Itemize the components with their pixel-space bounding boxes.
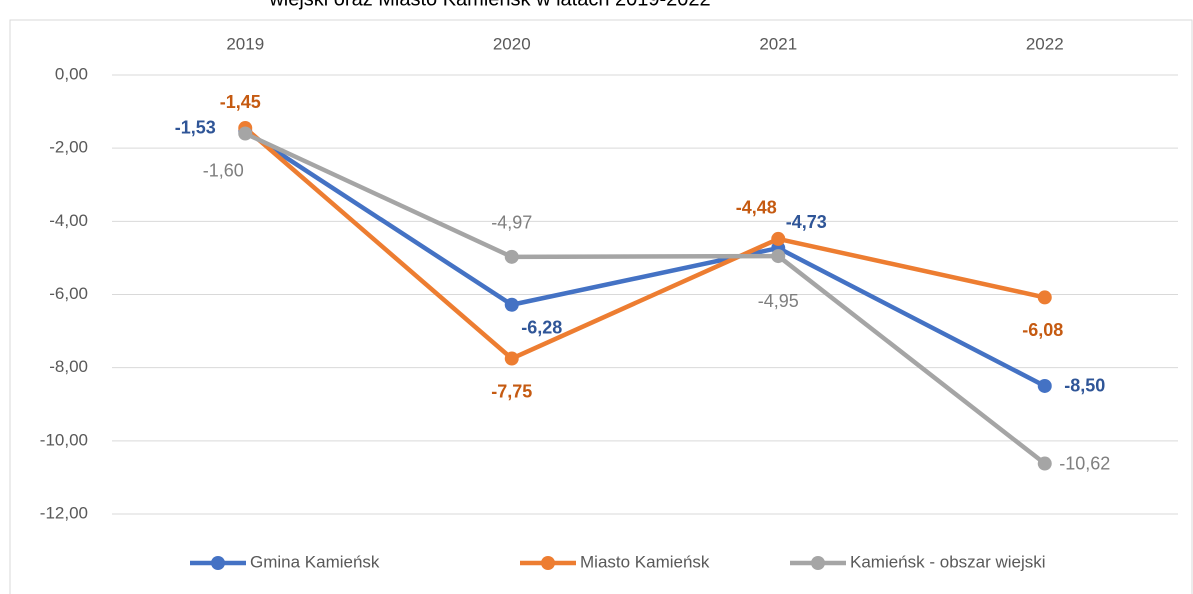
x-tick-label: 2019 [226, 34, 264, 53]
y-tick-label: -6,00 [49, 284, 88, 303]
data-label: -1,53 [175, 118, 216, 138]
data-label: -4,97 [491, 213, 532, 233]
data-label: -8,50 [1064, 376, 1105, 396]
x-tick-label: 2020 [493, 34, 531, 53]
legend-label: Miasto Kamieńsk [580, 552, 710, 571]
data-label: -7,75 [491, 381, 532, 401]
y-tick-label: -2,00 [49, 138, 88, 157]
y-tick-label: -12,00 [40, 503, 88, 522]
data-label: -10,62 [1059, 453, 1110, 473]
x-tick-label: 2021 [759, 34, 797, 53]
legend-marker [211, 556, 225, 570]
series-line [244, 131, 1047, 466]
y-tick-label: -4,00 [49, 211, 88, 230]
chart-title: wiejski oraz Miasto Kamieńsk w latach 20… [268, 0, 710, 10]
series-line [244, 129, 1046, 388]
data-point [504, 351, 519, 366]
data-point [1037, 290, 1052, 305]
legend-marker [811, 556, 825, 570]
data-point [504, 297, 519, 312]
data-label: -1,60 [203, 160, 244, 180]
legend-marker [541, 556, 555, 570]
series-line [243, 126, 1046, 361]
data-point [1037, 378, 1052, 393]
data-label: -4,95 [758, 291, 799, 311]
data-point [771, 249, 786, 264]
data-label: -4,48 [736, 198, 777, 218]
y-tick-label: -10,00 [40, 430, 88, 449]
y-tick-label: 0,00 [55, 64, 88, 83]
y-tick-label: -8,00 [49, 357, 88, 376]
x-tick-label: 2022 [1026, 34, 1064, 53]
data-point [771, 231, 786, 246]
data-label: -4,73 [786, 212, 827, 232]
legend-label: Gmina Kamieńsk [250, 552, 380, 571]
data-label: -1,45 [220, 92, 261, 112]
data-point [504, 249, 519, 264]
data-label: -6,28 [521, 317, 562, 337]
data-point [1037, 456, 1052, 471]
data-point [238, 126, 253, 141]
data-label: -6,08 [1022, 320, 1063, 340]
chart-frame [9, 19, 1193, 594]
legend-label: Kamieńsk - obszar wiejski [850, 552, 1046, 571]
